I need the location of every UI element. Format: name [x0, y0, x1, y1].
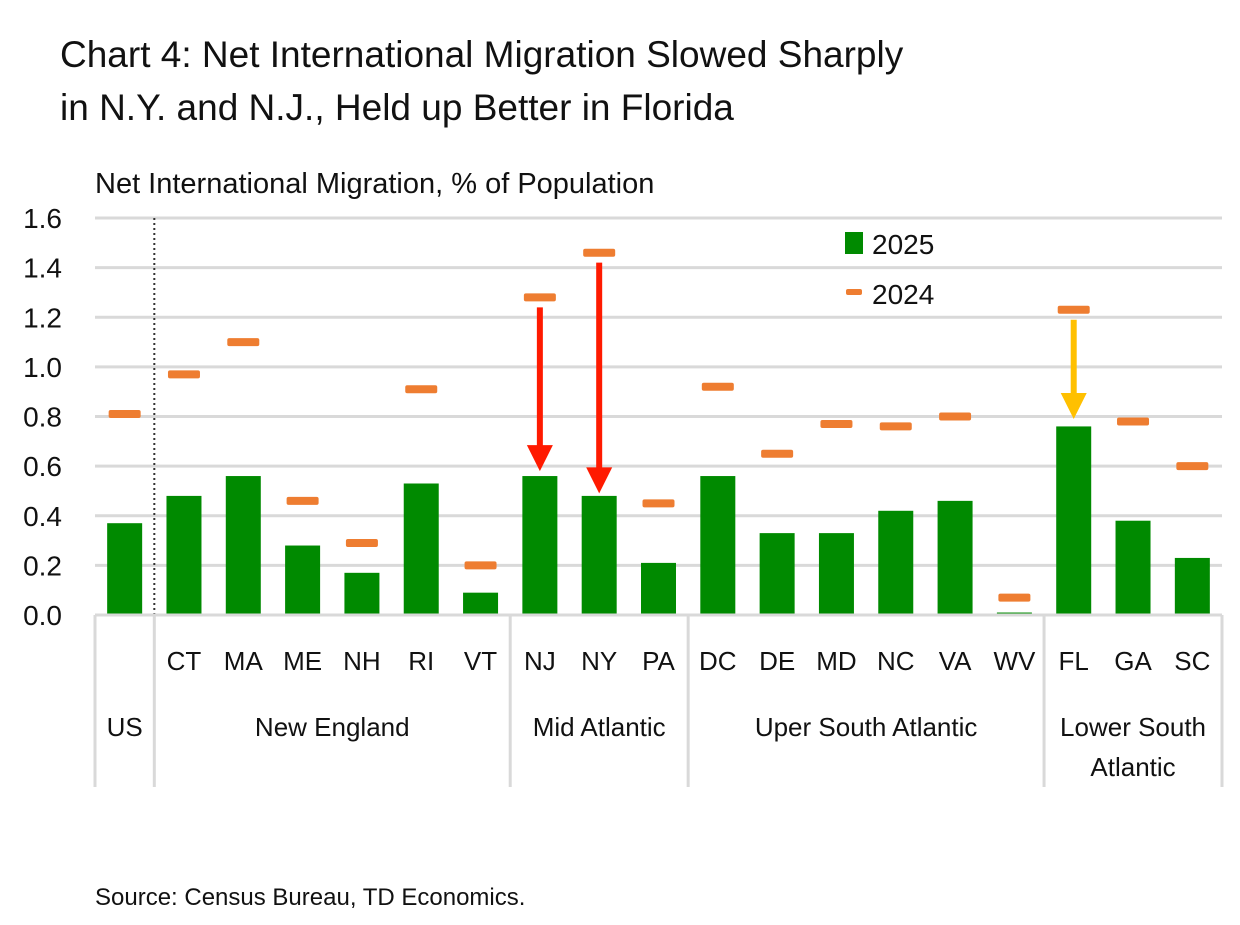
legend-swatch-2025 [845, 232, 863, 254]
bar-2025-VT [463, 592, 499, 615]
marker-2024-NC [879, 422, 912, 431]
x-tick-label: RI [408, 646, 434, 676]
bar-2025-US [107, 523, 143, 615]
bar-2025-FL [1056, 426, 1092, 615]
x-tick-label: FL [1059, 646, 1089, 676]
legend-label-2024: 2024 [872, 279, 934, 310]
marker-2024-GA [1117, 417, 1150, 426]
y-tick-label: 0.2 [23, 550, 62, 581]
bar-2025-MD [818, 533, 854, 615]
bar-2025-MA [225, 476, 261, 615]
bar-2025-VA [937, 500, 973, 615]
group-label: US [107, 712, 143, 742]
group-label: Lower South [1060, 712, 1206, 742]
y-tick-label: 1.4 [23, 253, 62, 284]
x-tick-label: ME [283, 646, 322, 676]
x-tick-label: WV [993, 646, 1036, 676]
x-tick-label: VT [464, 646, 497, 676]
marker-2024-VA [939, 412, 972, 421]
marker-2024-VT [464, 561, 497, 570]
marker-2024-FL [1057, 305, 1090, 314]
marker-2024-SC [1176, 462, 1209, 471]
marker-2024-PA [642, 499, 675, 508]
marker-2024-ME [286, 496, 319, 505]
x-tick-label: GA [1114, 646, 1152, 676]
marker-2024-US [108, 410, 141, 419]
title-line-2: in N.Y. and N.J., Held up Better in Flor… [60, 87, 734, 128]
y-tick-label: 1.6 [23, 203, 62, 234]
y-tick-label: 0.8 [23, 402, 62, 433]
bar-2025-DC [700, 476, 736, 615]
bar-2025-RI [403, 483, 439, 615]
y-tick-label: 1.2 [23, 302, 62, 333]
marker-2024-NJ [523, 293, 556, 302]
y-tick-label: 0.4 [23, 501, 62, 532]
marker-2024-NY [583, 248, 616, 257]
bar-2025-NJ [522, 476, 558, 615]
marker-2024-DE [761, 449, 794, 458]
bar-2025-ME [285, 545, 321, 615]
bar-2025-NY [581, 495, 617, 615]
group-label: Atlantic [1090, 752, 1175, 782]
arrow-head-NY [586, 467, 613, 494]
x-tick-label: MA [224, 646, 264, 676]
marker-2024-WV [998, 593, 1031, 602]
x-tick-label: NY [581, 646, 617, 676]
x-tick-label: PA [642, 646, 675, 676]
x-tick-label: MD [816, 646, 856, 676]
group-label: Uper South Atlantic [755, 712, 978, 742]
source-note: Source: Census Bureau, TD Economics. [95, 884, 526, 911]
bar-2025-GA [1115, 520, 1151, 615]
y-tick-label: 1.0 [23, 352, 62, 383]
bar-2025-DE [759, 533, 795, 615]
chart-title: Chart 4: Net International Migration Slo… [60, 28, 903, 134]
group-label: Mid Atlantic [533, 712, 666, 742]
marker-2024-RI [405, 385, 438, 394]
bar-2025-NC [878, 510, 914, 615]
title-line-1: Chart 4: Net International Migration Slo… [60, 34, 904, 75]
group-label: New England [255, 712, 410, 742]
marker-2024-NH [345, 539, 378, 548]
x-tick-label: VA [939, 646, 972, 676]
x-tick-label: NH [343, 646, 381, 676]
bar-2025-NH [344, 572, 380, 615]
x-tick-label: CT [167, 646, 202, 676]
marker-2024-MA [227, 338, 260, 347]
x-tick-label: NC [877, 646, 915, 676]
arrow-head-NJ [526, 445, 553, 472]
arrow-head-FL [1060, 392, 1087, 419]
bar-2025-SC [1174, 557, 1210, 615]
y-axis-label: Net International Migration, % of Popula… [95, 168, 655, 200]
legend-label-2025: 2025 [872, 229, 934, 260]
y-tick-label: 0.6 [23, 451, 62, 482]
marker-2024-DC [701, 382, 734, 391]
x-tick-label: DE [759, 646, 795, 676]
marker-2024-MD [820, 419, 853, 428]
x-tick-label: NJ [524, 646, 556, 676]
bar-2025-CT [166, 495, 202, 615]
bar-2025-PA [641, 562, 676, 615]
legend-swatch-2024 [846, 289, 862, 295]
x-tick-label: SC [1174, 646, 1210, 676]
y-tick-label: 0.0 [23, 600, 62, 631]
x-tick-label: DC [699, 646, 737, 676]
marker-2024-CT [167, 370, 200, 379]
